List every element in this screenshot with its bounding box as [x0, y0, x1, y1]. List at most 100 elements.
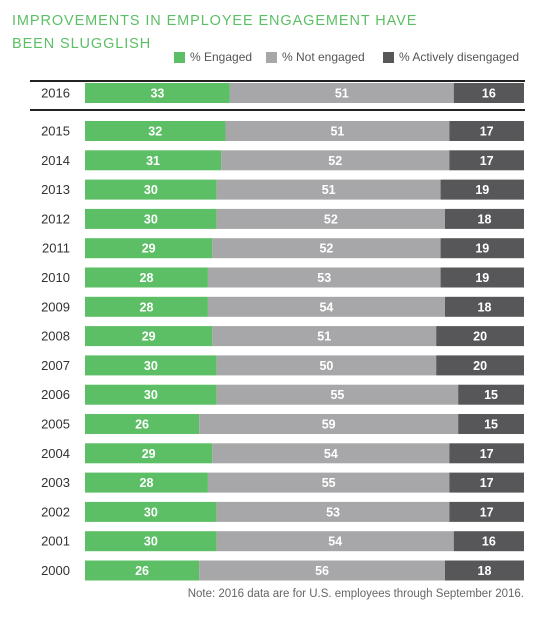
bar-disengaged-2006 — [458, 384, 524, 405]
bar-engaged-2007 — [85, 355, 217, 376]
bar-not-engaged-2008 — [212, 326, 437, 347]
data-label-not-engaged-2009: 54 — [319, 300, 333, 314]
bar-engaged-2013 — [85, 179, 217, 200]
bar-not-engaged-2015 — [225, 121, 450, 141]
bar-not-engaged-2010 — [207, 267, 441, 288]
data-label-disengaged-2005: 15 — [484, 418, 498, 432]
data-label-not-engaged-2008: 51 — [317, 330, 331, 344]
bar-engaged-2016 — [85, 83, 230, 103]
data-label-engaged-2016: 33 — [150, 87, 164, 101]
bar-not-engaged-2013 — [216, 179, 441, 200]
year-label-2012: 2012 — [41, 211, 70, 226]
year-label-2016: 2016 — [41, 86, 70, 101]
bar-not-engaged-2006 — [216, 384, 459, 405]
bar-engaged-2008 — [85, 326, 213, 347]
data-label-disengaged-2008: 20 — [473, 330, 487, 344]
bar-disengaged-2003 — [449, 472, 524, 493]
data-label-disengaged-2012: 18 — [478, 212, 492, 226]
bar-engaged-2015 — [85, 121, 226, 141]
bar-not-engaged-2002 — [216, 501, 450, 522]
data-label-not-engaged-2014: 52 — [328, 154, 342, 168]
data-label-disengaged-2013: 19 — [475, 183, 489, 197]
data-label-not-engaged-2011: 52 — [319, 242, 333, 256]
legend-swatch-not-engaged — [266, 51, 277, 63]
bar-disengaged-2012 — [444, 208, 524, 229]
legend-item-not-engaged: % Not engaged — [266, 50, 365, 64]
bar-disengaged-2010 — [440, 267, 524, 288]
bar-disengaged-2011 — [440, 238, 524, 259]
year-label-2008: 2008 — [41, 329, 70, 344]
data-label-engaged-2011: 29 — [142, 242, 156, 256]
data-label-disengaged-2000: 18 — [478, 564, 492, 578]
data-label-disengaged-2009: 18 — [478, 300, 492, 314]
data-label-disengaged-2015: 17 — [480, 125, 494, 139]
data-label-not-engaged-2015: 51 — [330, 125, 344, 139]
year-label-2013: 2013 — [41, 182, 70, 197]
bar-engaged-2014 — [85, 150, 222, 171]
data-label-engaged-2005: 26 — [135, 418, 149, 432]
data-label-engaged-2008: 29 — [142, 330, 156, 344]
legend-item-engaged: % Engaged — [174, 50, 252, 64]
bar-not-engaged-2012 — [216, 208, 445, 229]
data-label-engaged-2004: 29 — [142, 447, 156, 461]
data-label-engaged-2000: 26 — [135, 564, 149, 578]
data-label-not-engaged-2012: 52 — [324, 212, 338, 226]
separator-rule — [30, 109, 525, 111]
bar-engaged-2004 — [85, 443, 213, 464]
legend-swatch-disengaged — [383, 51, 394, 63]
year-label-2015: 2015 — [41, 124, 70, 139]
chart-note: Note: 2016 data are for U.S. employees t… — [187, 588, 524, 600]
bar-not-engaged-2007 — [216, 355, 437, 376]
bar-disengaged-2009 — [444, 296, 524, 317]
bar-not-engaged-2004 — [212, 443, 450, 464]
data-label-engaged-2002: 30 — [144, 505, 158, 519]
bar-disengaged-2008 — [436, 326, 524, 347]
bar-disengaged-2007 — [436, 355, 524, 376]
data-label-disengaged-2011: 19 — [475, 242, 489, 256]
year-label-2011: 2011 — [42, 241, 70, 256]
bar-disengaged-2000 — [444, 560, 524, 581]
bar-disengaged-2014 — [449, 150, 524, 171]
data-label-disengaged-2016: 16 — [482, 87, 496, 101]
legend-item-disengaged: % Actively disengaged — [383, 50, 519, 64]
legend-swatch-engaged — [174, 51, 185, 63]
year-label-2002: 2002 — [41, 504, 70, 519]
data-label-not-engaged-2007: 50 — [319, 359, 333, 373]
year-label-2007: 2007 — [41, 358, 70, 373]
bar-not-engaged-2000 — [199, 560, 445, 581]
bar-not-engaged-2014 — [221, 150, 450, 171]
bar-not-engaged-2003 — [207, 472, 450, 493]
data-label-not-engaged-2003: 55 — [322, 476, 336, 490]
year-label-2001: 2001 — [41, 534, 70, 549]
bar-disengaged-2004 — [449, 443, 524, 464]
bar-engaged-2002 — [85, 501, 217, 522]
year-label-2006: 2006 — [41, 387, 70, 402]
bar-disengaged-2015 — [449, 121, 524, 141]
chart-title-line-1: IMPROVEMENTS IN EMPLOYEE ENGAGEMENT HAVE — [12, 13, 418, 29]
legend-label-disengaged: % Actively disengaged — [399, 50, 520, 64]
chart-title: IMPROVEMENTS IN EMPLOYEE ENGAGEMENT HAVE… — [12, 10, 432, 56]
data-label-disengaged-2007: 20 — [473, 359, 487, 373]
bar-engaged-2005 — [85, 414, 200, 434]
data-label-disengaged-2002: 17 — [480, 505, 494, 519]
year-label-2010: 2010 — [41, 270, 70, 285]
bar-engaged-2003 — [85, 472, 208, 493]
legend-label-not-engaged: % Not engaged — [282, 50, 365, 64]
bar-disengaged-2016 — [453, 83, 524, 103]
year-label-2003: 2003 — [41, 475, 70, 490]
bar-engaged-2009 — [85, 296, 208, 317]
top-rule — [30, 80, 525, 82]
data-label-not-engaged-2002: 53 — [326, 505, 340, 519]
data-label-engaged-2010: 28 — [140, 271, 154, 285]
bar-engaged-2012 — [85, 208, 217, 229]
data-label-disengaged-2006: 15 — [484, 388, 498, 402]
data-label-not-engaged-2001: 54 — [328, 535, 342, 549]
bar-disengaged-2001 — [453, 531, 524, 552]
data-label-not-engaged-2013: 51 — [322, 183, 336, 197]
bar-disengaged-2002 — [449, 501, 524, 522]
bar-not-engaged-2001 — [216, 531, 454, 552]
data-label-engaged-2014: 31 — [146, 154, 160, 168]
bar-disengaged-2013 — [440, 179, 524, 200]
bar-engaged-2001 — [85, 531, 217, 552]
